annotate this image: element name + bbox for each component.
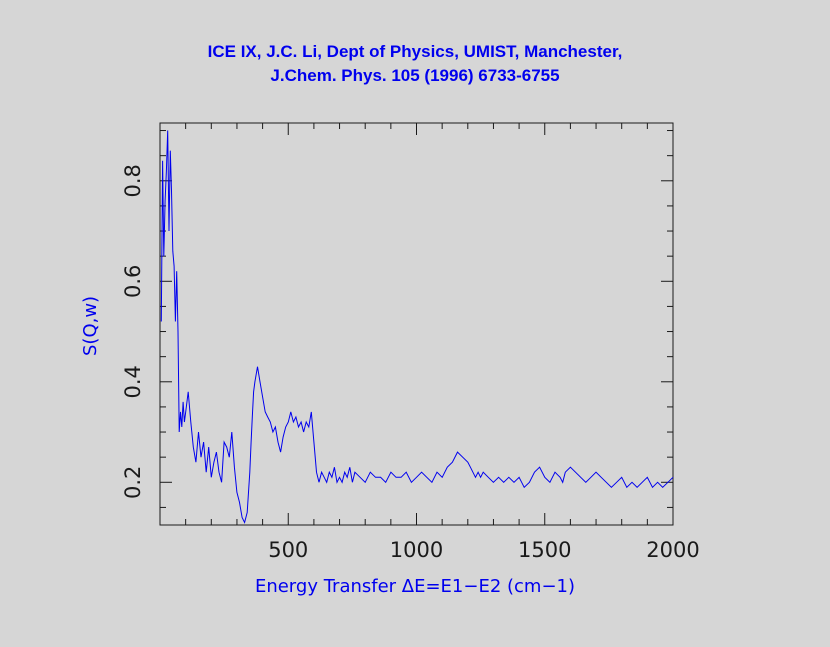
y-tick-label: 0.8 xyxy=(121,164,145,197)
y-tick-label: 0.6 xyxy=(121,265,145,298)
y-axis-label: S(Q,w) xyxy=(80,295,101,356)
chart-title: ICE IX, J.C. Li, Dept of Physics, UMIST,… xyxy=(207,42,623,61)
plot-frame xyxy=(159,122,674,526)
x-tick-label: 2000 xyxy=(646,538,699,562)
chart-subtitle: J.Chem. Phys. 105 (1996) 6733-6755 xyxy=(270,66,560,85)
series-line xyxy=(160,130,674,524)
x-tick-label: 1500 xyxy=(518,538,571,562)
x-tick-label: 1000 xyxy=(390,538,443,562)
y-tick-label: 0.2 xyxy=(121,466,145,499)
x-axis-label: Energy Transfer ΔE=E1−E2 (cm−1) xyxy=(254,576,576,597)
x-tick-label: 500 xyxy=(268,538,308,562)
y-tick-label: 0.4 xyxy=(121,365,145,398)
